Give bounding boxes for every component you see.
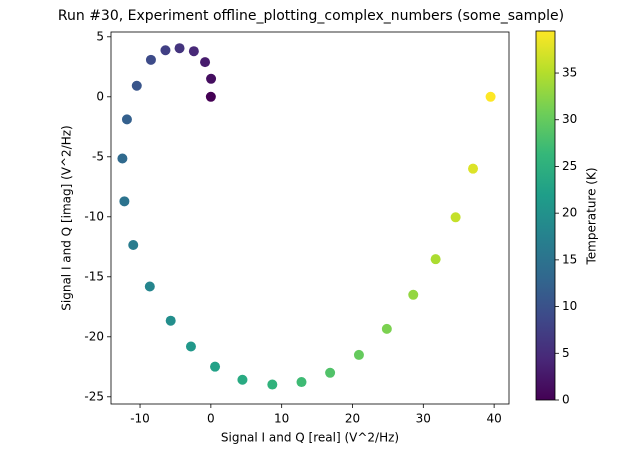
x-tick-label: -10 — [130, 412, 150, 426]
point — [325, 367, 336, 378]
colorbar-tick-label: 15 — [562, 252, 577, 266]
y-tick-label: -15 — [84, 269, 104, 283]
y-tick-label: 5 — [96, 29, 104, 43]
point — [174, 43, 185, 54]
point — [205, 91, 216, 102]
point — [188, 46, 199, 57]
point — [296, 377, 307, 388]
point — [144, 281, 155, 292]
colorbar — [535, 30, 556, 401]
point — [450, 212, 461, 223]
point — [160, 45, 171, 56]
y-axis-label: Signal I and Q [imag] (V^2/Hz) — [60, 125, 74, 310]
x-tick-label: 30 — [416, 412, 431, 426]
plot-frame — [110, 31, 510, 405]
point — [200, 57, 211, 68]
y-tick-label: 0 — [96, 89, 104, 103]
point — [237, 374, 248, 385]
colorbar-tick-label: 35 — [562, 66, 577, 80]
x-tick-label: 40 — [486, 412, 501, 426]
y-tick-label: -20 — [84, 329, 104, 343]
y-tick-label: -5 — [92, 149, 104, 163]
point — [131, 80, 142, 91]
colorbar-tick-label: 10 — [562, 299, 577, 313]
colorbar-tick-label: 0 — [562, 393, 570, 407]
point — [267, 379, 278, 390]
colorbar-tick-label: 5 — [562, 346, 570, 360]
point — [468, 163, 479, 174]
chart-title: Run #30, Experiment offline_plotting_com… — [58, 8, 564, 24]
colorbar-tick-label: 30 — [562, 112, 577, 126]
point — [485, 91, 496, 102]
colorbar-tick-label: 20 — [562, 206, 577, 220]
x-axis-label: Signal I and Q [real] (V^2/Hz) — [221, 431, 399, 445]
point — [430, 254, 441, 265]
point — [145, 54, 156, 65]
point — [210, 361, 221, 372]
point — [128, 240, 139, 250]
x-tick-label: 0 — [207, 412, 215, 426]
point — [408, 289, 419, 300]
point — [119, 196, 130, 207]
y-tick-label: -10 — [84, 209, 104, 223]
x-tick-label: 10 — [274, 412, 289, 426]
x-tick-label: 20 — [345, 412, 360, 426]
point — [117, 153, 128, 164]
y-tick-label: -25 — [84, 389, 104, 403]
point — [121, 114, 132, 125]
point — [165, 315, 176, 326]
colorbar-label: Temperature (K) — [585, 167, 599, 265]
point — [206, 73, 217, 84]
colorbar-tick-label: 25 — [562, 159, 577, 173]
point — [185, 341, 196, 352]
point — [353, 349, 364, 360]
point — [381, 323, 392, 334]
